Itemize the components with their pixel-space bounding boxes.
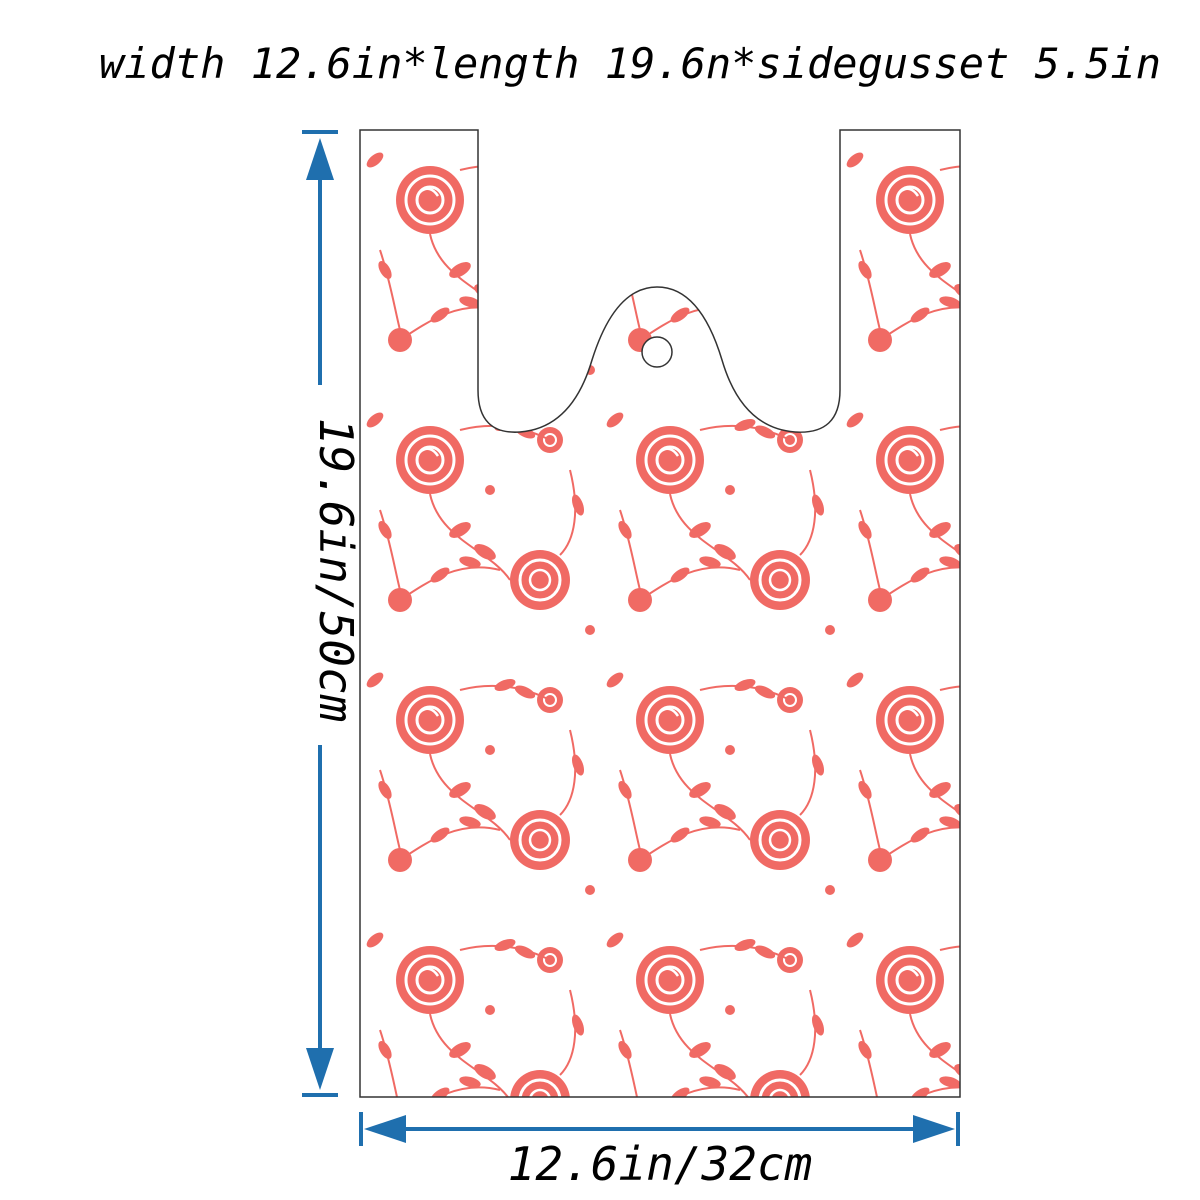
length-label: 19.6in/50cm [309, 418, 363, 723]
length-arrow [302, 130, 338, 1097]
width-label: 12.6in/32cm [508, 1137, 813, 1191]
width-arrow [359, 1112, 960, 1146]
bag [359, 129, 961, 1098]
title: width 12.6in*length 19.6n*sidegusset 5.5… [99, 39, 1161, 88]
